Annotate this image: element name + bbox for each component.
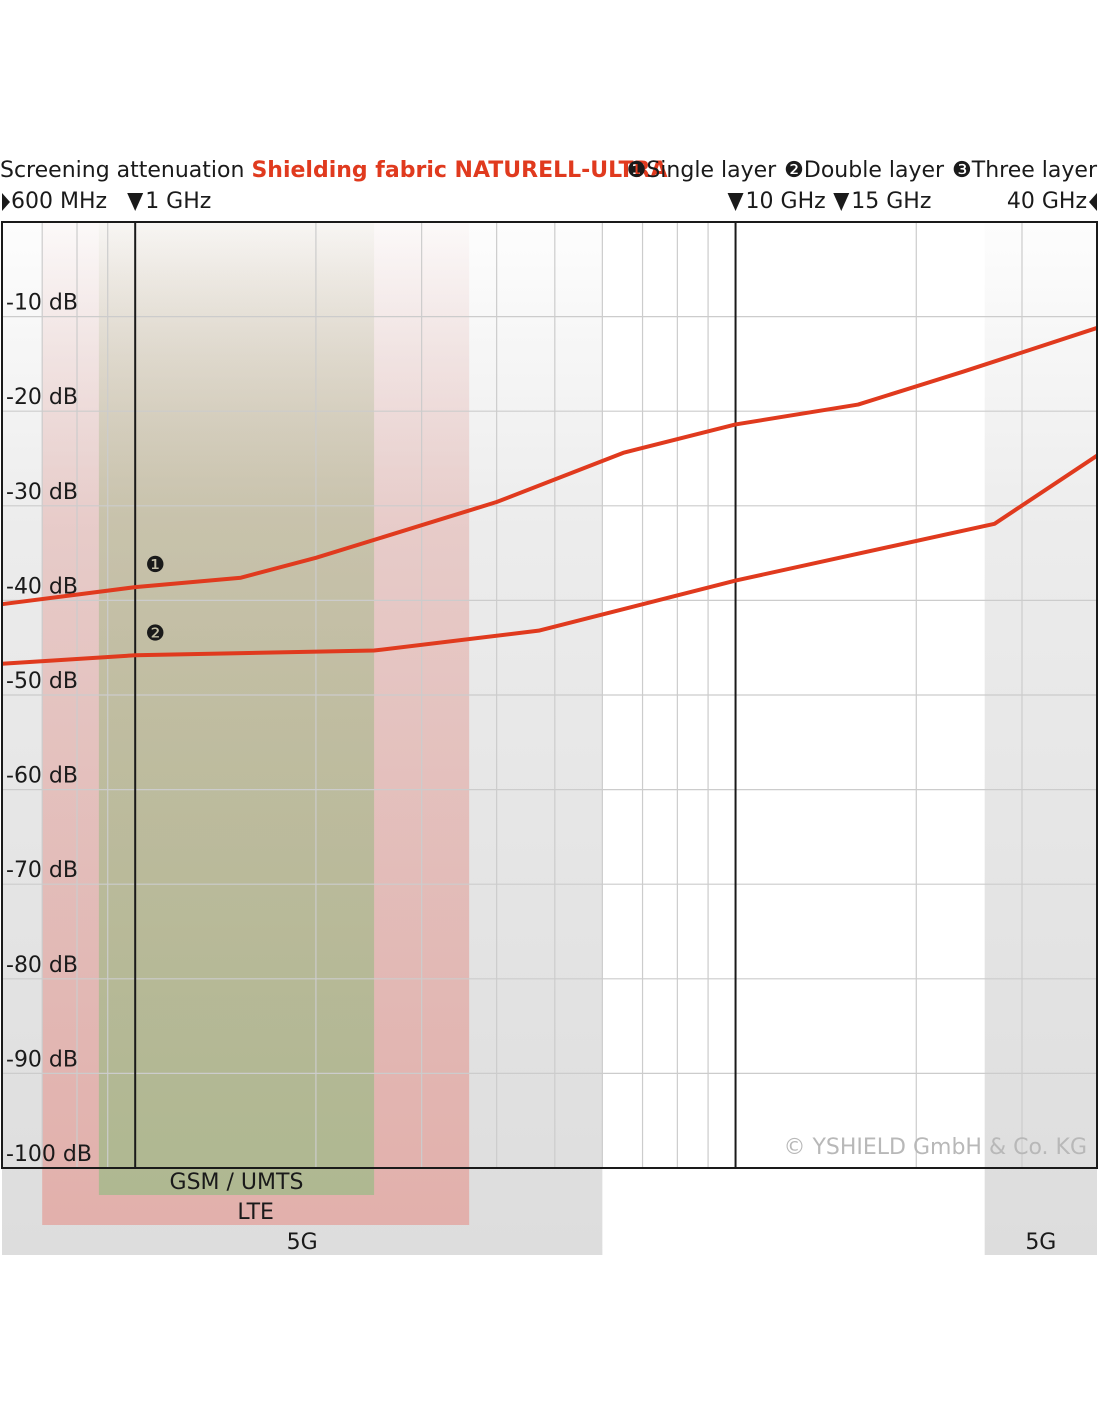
title: Screening attenuation xyxy=(0,158,244,183)
legend-label: Three layer xyxy=(971,158,1098,183)
band-label: 5G xyxy=(1025,1230,1056,1255)
legend-label: Single layer xyxy=(646,158,777,183)
legend: ❶Single layer ❷Double layer ❸Three layer xyxy=(627,158,1098,183)
band xyxy=(98,222,375,1195)
y-tick-label: -30 dB xyxy=(6,480,78,505)
y-tick-label: -50 dB xyxy=(6,669,78,694)
y-tick-label: -20 dB xyxy=(6,385,78,410)
tick-arrow xyxy=(727,193,744,211)
y-tick-label: -10 dB xyxy=(6,291,78,316)
y-tick-label: -60 dB xyxy=(6,764,78,789)
tick-arrow xyxy=(2,193,10,211)
y-tick-label: -70 dB xyxy=(6,858,78,883)
tick-arrow xyxy=(1089,193,1097,211)
legend-marker: ❷ xyxy=(784,158,804,183)
chart-title: Screening attenuation Shielding fabric NA… xyxy=(0,158,668,183)
series-line xyxy=(1,453,1099,666)
band-label: LTE xyxy=(237,1200,274,1225)
series-marker: ❷ xyxy=(145,621,165,646)
x-tick-label: 40 GHz xyxy=(1007,189,1087,214)
tick-arrow xyxy=(127,193,144,211)
y-tick-label: -100 dB xyxy=(6,1142,92,1167)
y-tick-label: -80 dB xyxy=(6,953,78,978)
legend-label: Double layer xyxy=(804,158,945,183)
series-marker: ❶ xyxy=(145,553,165,578)
plot-frame xyxy=(1,221,1098,1169)
x-tick-label: 1 GHz xyxy=(145,189,211,214)
copyright: © YSHIELD GmbH & Co. KG xyxy=(783,1135,1087,1160)
band-label: 5G xyxy=(287,1230,318,1255)
x-tick-label: 600 MHz xyxy=(11,189,107,214)
band xyxy=(984,222,1097,1255)
legend-marker: ❶ xyxy=(627,158,647,183)
x-tick-label: 10 GHz xyxy=(746,189,826,214)
subtitle: Shielding fabric NATURELL-ULTRA xyxy=(251,158,667,183)
series-line xyxy=(1,326,1098,607)
y-tick-label: -90 dB xyxy=(6,1047,78,1072)
band-label: GSM / UMTS xyxy=(170,1170,304,1195)
x-tick-label: 15 GHz xyxy=(851,189,931,214)
tick-arrow xyxy=(833,193,850,211)
legend-marker: ❸ xyxy=(952,158,972,183)
